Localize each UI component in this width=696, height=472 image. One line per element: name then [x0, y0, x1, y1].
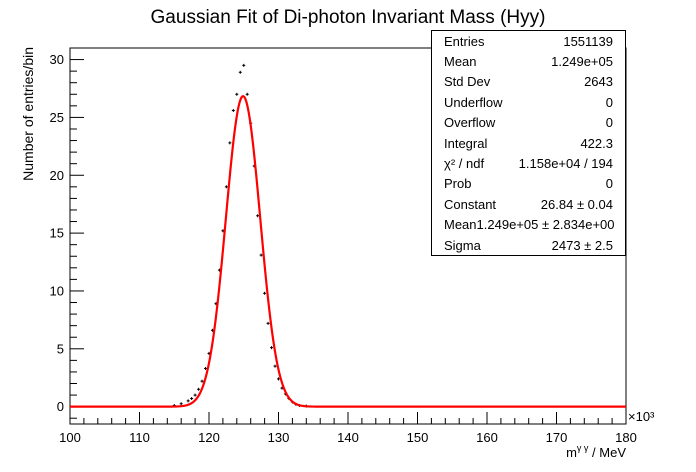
data-point	[200, 379, 204, 383]
stats-label: Entries	[444, 33, 485, 49]
data-point	[193, 393, 197, 397]
data-point	[224, 185, 228, 189]
data-points	[172, 63, 308, 408]
x-tick-label: 110	[129, 430, 150, 445]
data-point	[238, 70, 242, 74]
stats-value: 1.158e+04 / 194	[518, 155, 613, 171]
x-axis-ticks: 100 110 120 130 140 150 160 170 180	[59, 412, 637, 445]
data-point	[270, 346, 274, 350]
y-tick-label: 5	[57, 341, 64, 356]
stats-label: Mean	[444, 53, 477, 69]
x-axis-label: mγ γ / MeV	[566, 443, 626, 460]
x-tick-label: 180	[615, 430, 637, 445]
data-point	[273, 364, 277, 368]
data-point	[259, 253, 263, 257]
y-tick-label: 0	[57, 399, 64, 414]
data-point	[242, 63, 246, 67]
stats-label: Prob	[444, 176, 472, 192]
data-point	[266, 321, 270, 325]
stats-value: 1.249e+05	[551, 53, 613, 69]
y-tick-label: 25	[50, 110, 64, 125]
chart-title: Gaussian Fit of Di-photon Invariant Mass…	[151, 7, 546, 28]
stats-value: 1551139	[563, 33, 613, 49]
stats-label: χ² / ndf	[444, 155, 485, 171]
x-tick-label: 100	[59, 430, 81, 445]
stats-row-underflow: Underflow 0	[444, 93, 613, 113]
stats-label: Mean	[444, 217, 477, 233]
stats-value: 0	[605, 94, 613, 110]
stats-value: 0	[605, 115, 613, 131]
stats-label: Overflow	[444, 115, 496, 131]
stats-value: 1.249e+05 ± 2.834e+00	[476, 217, 615, 233]
data-point	[277, 377, 280, 381]
stats-value: 422.3	[580, 135, 613, 151]
stats-row-entries: Entries 1551139	[444, 32, 613, 52]
stats-row-integral: Integral 422.3	[444, 134, 613, 154]
x-axis-label-base: m	[566, 445, 577, 460]
stats-label: Std Dev	[444, 74, 491, 90]
x-tick-label: 160	[476, 430, 498, 445]
data-point	[197, 387, 201, 391]
stats-value: 0	[605, 176, 613, 192]
y-axis-ticks: 0 5 10 15 20 25 30	[50, 47, 84, 419]
stats-row-fit-mean: Mean 1.249e+05 ± 2.834e+00	[444, 215, 615, 235]
data-point	[190, 397, 194, 401]
x-tick-label: 130	[268, 430, 290, 445]
stats-row-sigma: Sigma 2473 ± 2.5	[444, 236, 613, 256]
y-tick-label: 20	[50, 168, 64, 183]
y-tick-label: 30	[50, 52, 64, 67]
data-point	[231, 108, 235, 112]
stats-row-chi2-ndf: χ² / ndf 1.158e+04 / 194	[444, 154, 613, 174]
data-point	[186, 399, 190, 403]
y-tick-label: 10	[50, 283, 64, 298]
stats-label: Constant	[444, 196, 497, 212]
stats-value: 2473 ± 2.5	[551, 237, 613, 253]
data-point	[245, 92, 249, 96]
statistics-box: Entries 1551139 Mean 1.249e+05 Std Dev 2643…	[431, 30, 626, 256]
data-point	[263, 291, 267, 295]
stats-label: Underflow	[444, 94, 503, 110]
y-tick-label: 15	[50, 226, 64, 241]
y-axis-label: Number of entries/bin	[20, 47, 36, 181]
x-tick-label: 140	[337, 430, 359, 445]
stats-label: Sigma	[444, 237, 481, 253]
x-tick-label: 120	[198, 430, 220, 445]
data-point	[256, 214, 260, 218]
stats-row-prob: Prob 0	[444, 174, 613, 194]
data-point	[228, 141, 232, 145]
x-tick-label: 150	[407, 430, 429, 445]
gaussian-fit-curve	[70, 94, 626, 408]
stats-row-overflow: Overflow 0	[444, 113, 613, 133]
data-point	[179, 402, 183, 406]
data-point	[204, 366, 208, 370]
stats-row-mean: Mean 1.249e+05	[444, 52, 613, 72]
stats-value: 2643	[584, 74, 613, 90]
stats-row-constant: Constant 26.84 ± 0.04	[444, 195, 613, 215]
x-axis-multiplier: ×10³	[628, 409, 655, 424]
x-axis-label-unit: / MeV	[588, 445, 626, 460]
stats-row-std-dev: Std Dev 2643	[444, 72, 613, 92]
x-axis-label-superscript: γ γ	[577, 443, 589, 453]
stats-value: 26.84 ± 0.04	[540, 196, 613, 212]
x-tick-label: 170	[546, 430, 568, 445]
data-point	[235, 92, 239, 96]
stats-label: Integral	[444, 135, 488, 151]
